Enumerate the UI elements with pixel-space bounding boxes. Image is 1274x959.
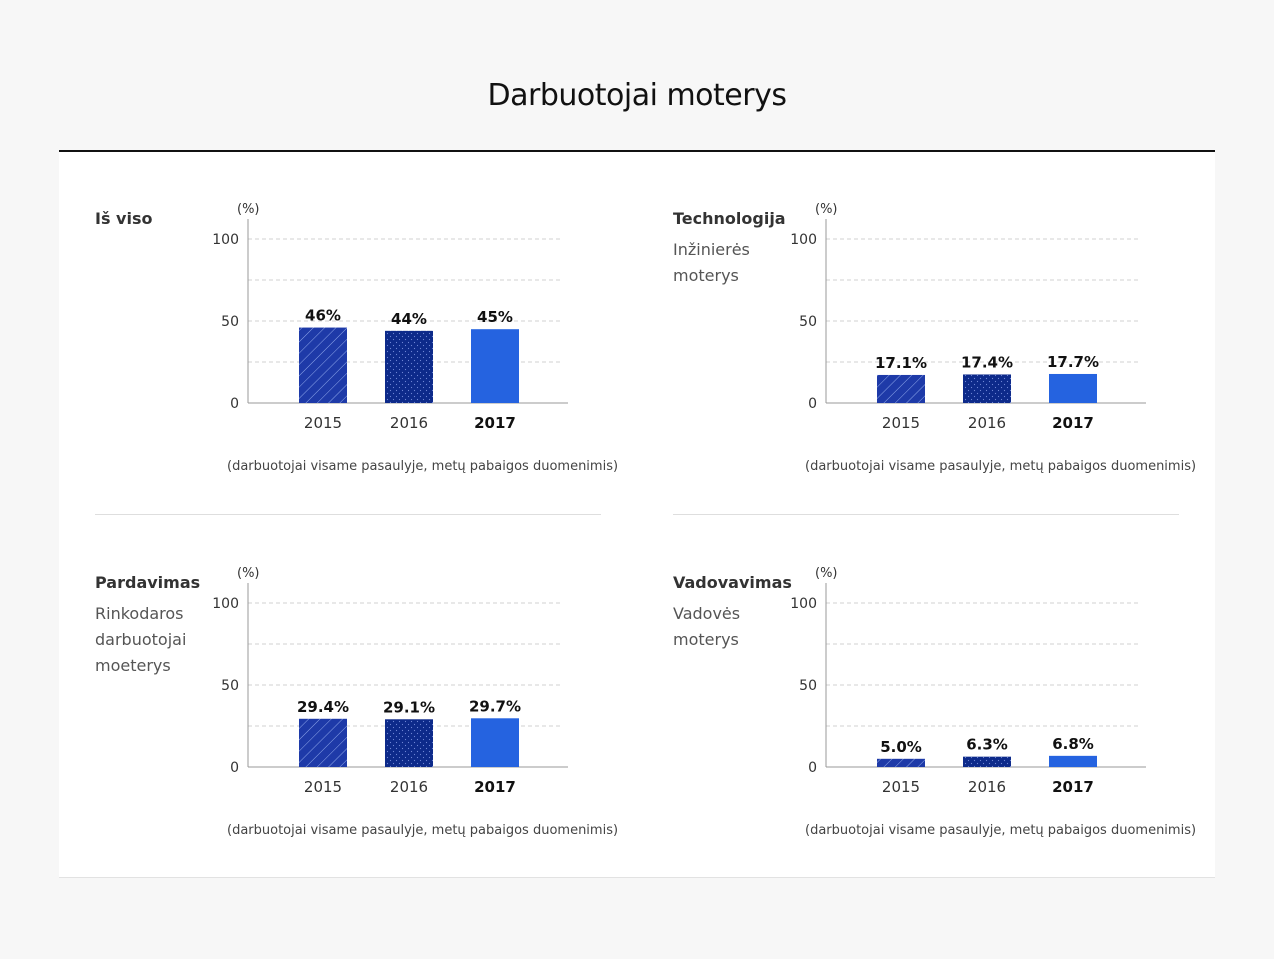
y-tick-label: 100 (790, 232, 817, 248)
chart-note: (darbuotojai visame pasaulyje, metų paba… (805, 459, 1197, 474)
bar-2015 (877, 758, 925, 767)
unit-label: (%) (815, 566, 838, 581)
x-tick-label: 2017 (474, 778, 516, 796)
y-tick-label: 0 (230, 760, 239, 776)
y-tick-label: 0 (230, 396, 239, 412)
data-label: 17.1% (875, 354, 927, 372)
chart-subtitle: Inžinierės moterys (673, 240, 750, 285)
bar-2015 (877, 374, 925, 403)
data-label: 29.7% (469, 697, 521, 715)
x-tick-label: 2017 (1052, 414, 1094, 432)
y-tick-label: 0 (808, 396, 817, 412)
data-label: 6.3% (966, 736, 1008, 754)
chart-title: Technologija (673, 209, 786, 228)
chart-subtitle: Vadovės moterys (673, 604, 741, 649)
x-tick-label: 2016 (390, 414, 428, 432)
data-label: 17.7% (1047, 353, 1099, 371)
bar-2017 (471, 718, 519, 767)
bar-2016 (963, 756, 1011, 767)
x-tick-label: 2015 (304, 778, 342, 796)
data-label: 44% (391, 310, 427, 328)
y-tick-label: 50 (799, 678, 817, 694)
x-tick-label: 2016 (968, 414, 1006, 432)
bar-chart-svg: (%) 0 50 100 5.0% 2015 6.3% 2016 6.8% 2017 (790, 566, 1146, 796)
divider-right (673, 514, 1179, 515)
chart-note: (darbuotojai visame pasaulyje, metų paba… (227, 459, 619, 474)
bar-2015 (299, 718, 347, 767)
chart-title: Pardavimas (95, 573, 201, 592)
chart-subtitle: Rinkodaros darbuotojai moeterys (95, 604, 187, 675)
bar-2017 (471, 329, 519, 403)
bar-2016 (963, 374, 1011, 403)
bar-2016 (385, 330, 433, 403)
y-tick-label: 50 (221, 314, 239, 330)
unit-label: (%) (815, 202, 838, 217)
x-tick-label: 2016 (968, 778, 1006, 796)
y-tick-label: 100 (212, 232, 239, 248)
chart-technology: Technologija Inžinierės moterys (%) 0 50 10… (673, 161, 1273, 474)
chart-management: Vadovavimas Vadovės moterys (%) 0 50 100 5.0… (673, 525, 1273, 838)
bar-2016 (385, 719, 433, 767)
data-label: 29.1% (383, 698, 435, 716)
y-tick-label: 0 (808, 760, 817, 776)
y-tick-label: 100 (212, 596, 239, 612)
x-tick-label: 2015 (882, 778, 920, 796)
y-tick-label: 50 (221, 678, 239, 694)
y-tick-label: 50 (799, 314, 817, 330)
x-tick-label: 2015 (304, 414, 342, 432)
page-title: Darbuotojai moterys (487, 78, 787, 113)
chart-sales: Pardavimas Rinkodaros darbuotojai moeter… (95, 525, 695, 838)
bar-chart-svg: (%) 0 50 100 46% 2015 44% 2016 45% 2017 (212, 202, 568, 432)
chart-title: Iš viso (95, 209, 153, 228)
chart-note: (darbuotojai visame pasaulyje, metų paba… (227, 823, 619, 838)
unit-label: (%) (237, 202, 260, 217)
data-label: 29.4% (297, 698, 349, 716)
data-label: 45% (477, 308, 513, 326)
data-label: 5.0% (880, 738, 922, 756)
x-tick-label: 2015 (882, 414, 920, 432)
x-tick-label: 2016 (390, 778, 428, 796)
chart-total: Iš viso (%) 0 50 100 46% 2015 44% 2016 45% 2017 (… (95, 161, 695, 474)
bar-2017 (1049, 373, 1097, 403)
chart-note: (darbuotojai visame pasaulyje, metų paba… (805, 823, 1197, 838)
y-tick-label: 100 (790, 596, 817, 612)
bar-2015 (299, 327, 347, 403)
bar-chart-svg: (%) 0 50 100 17.1% 2015 17.4% 2016 17.7% 2017 (790, 202, 1146, 432)
divider-left (95, 514, 601, 515)
data-label: 46% (305, 307, 341, 325)
data-label: 6.8% (1052, 735, 1094, 753)
x-tick-label: 2017 (1052, 778, 1094, 796)
x-tick-label: 2017 (474, 414, 516, 432)
unit-label: (%) (237, 566, 260, 581)
bar-2017 (1049, 755, 1097, 767)
data-label: 17.4% (961, 353, 1013, 371)
bar-chart-svg: (%) 0 50 100 29.4% 2015 29.1% 2016 29.7% 2017 (212, 566, 568, 796)
chart-title: Vadovavimas (673, 573, 792, 592)
